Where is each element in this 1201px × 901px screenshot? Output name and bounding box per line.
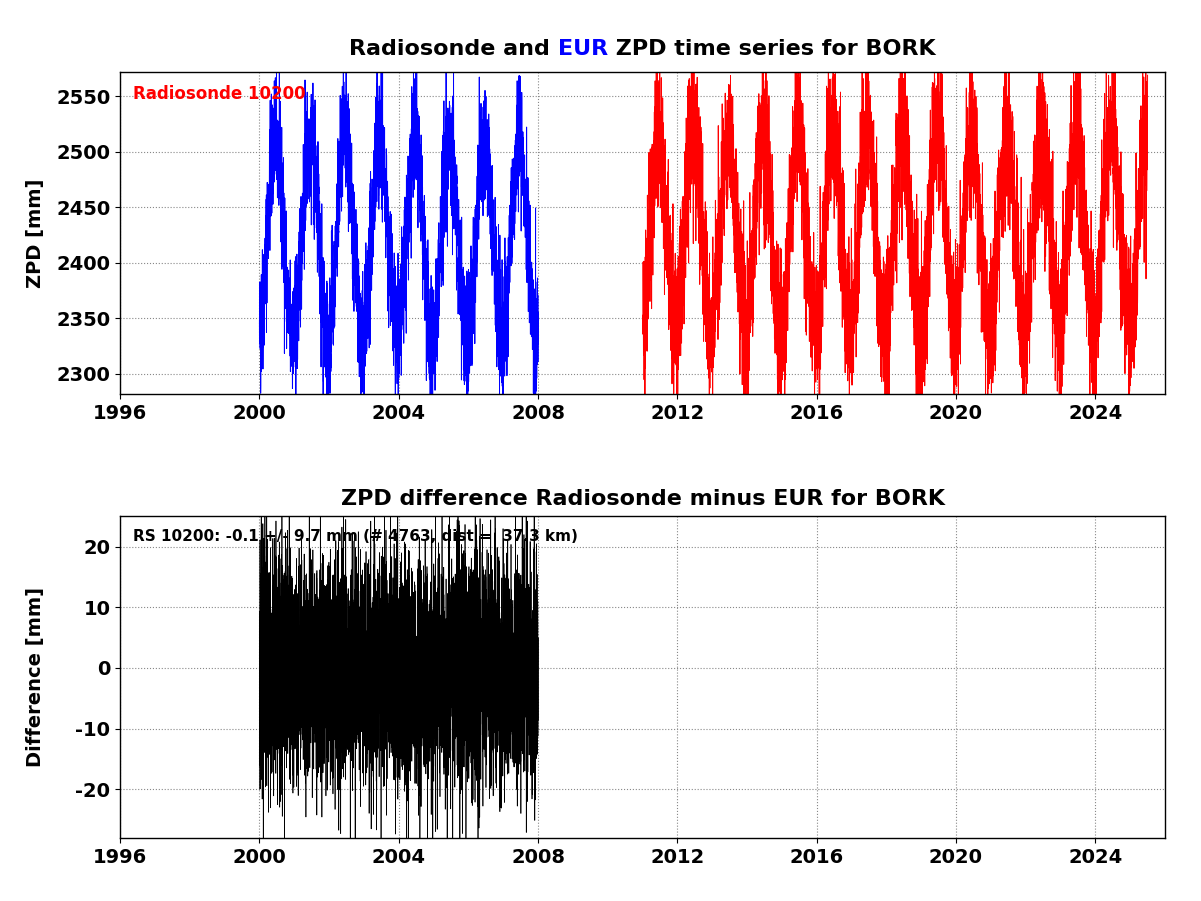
- Text: Radiosonde and: Radiosonde and: [349, 40, 558, 59]
- Title: ZPD difference Radiosonde minus EUR for BORK: ZPD difference Radiosonde minus EUR for …: [341, 489, 944, 509]
- Text: EUR: EUR: [558, 40, 608, 59]
- Text: ZPD time series for BORK: ZPD time series for BORK: [608, 40, 936, 59]
- Text: Radiosonde 10200: Radiosonde 10200: [132, 85, 305, 103]
- Text: RS 10200: -0.1 +/- 9.7 mm (# 4763, dist =  37.3 km): RS 10200: -0.1 +/- 9.7 mm (# 4763, dist …: [132, 529, 578, 544]
- Y-axis label: Difference [mm]: Difference [mm]: [26, 587, 44, 767]
- Y-axis label: ZPD [mm]: ZPD [mm]: [26, 178, 44, 287]
